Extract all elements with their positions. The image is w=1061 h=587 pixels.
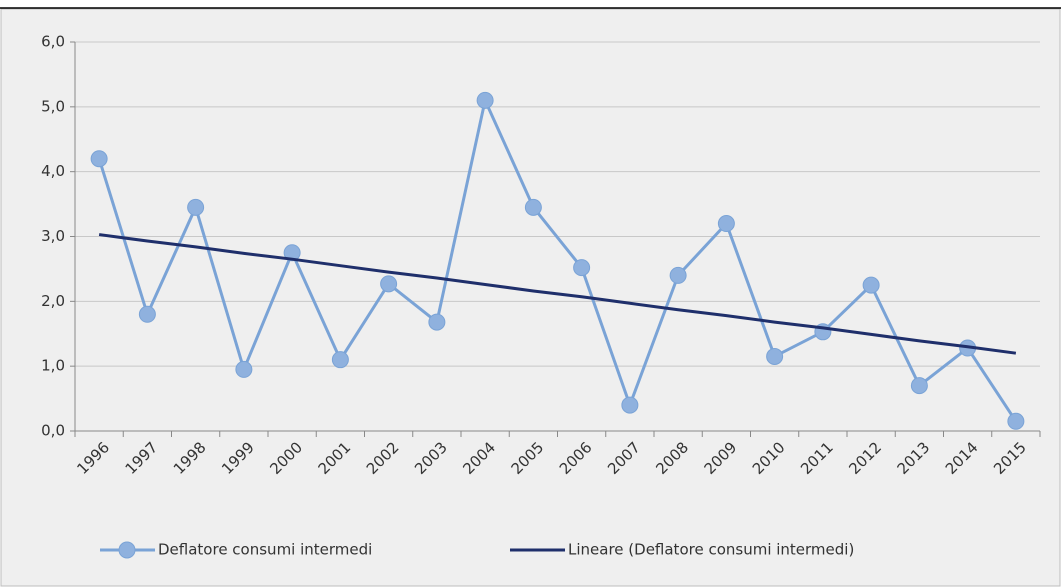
data-point [90, 150, 108, 168]
data-point [187, 198, 205, 216]
data-point [524, 198, 542, 216]
y-tick-label: 0,0 [41, 422, 65, 440]
y-tick-label: 1,0 [41, 357, 65, 375]
y-tick-label: 4,0 [41, 162, 65, 180]
chart-bg [0, 8, 1061, 587]
y-tick-label: 6,0 [41, 33, 65, 51]
data-point [573, 259, 591, 277]
trend-line [98, 233, 1017, 355]
data-point [1007, 412, 1025, 430]
y-tick-label: 3,0 [41, 227, 65, 245]
legend-item: Deflatore consumi intermedi [100, 541, 372, 559]
data-line [97, 95, 1018, 423]
data-point [331, 351, 349, 369]
data-point [621, 396, 639, 414]
data-point [380, 275, 398, 293]
data-point [910, 377, 928, 395]
data-point [428, 313, 446, 331]
data-point [138, 305, 156, 323]
y-tick-label: 5,0 [41, 97, 65, 115]
legend-label: Deflatore consumi intermedi [158, 541, 372, 559]
data-point [476, 91, 494, 109]
data-point [669, 266, 687, 284]
y-tick-label: 2,0 [41, 292, 65, 310]
data-point [717, 215, 735, 233]
legend-item: Lineare (Deflatore consumi intermedi) [510, 541, 854, 559]
data-point [862, 276, 880, 294]
data-point [283, 244, 301, 262]
legend-label: Lineare (Deflatore consumi intermedi) [568, 541, 854, 559]
data-point [235, 360, 253, 378]
legend-marker [118, 541, 136, 559]
data-point [766, 347, 784, 365]
